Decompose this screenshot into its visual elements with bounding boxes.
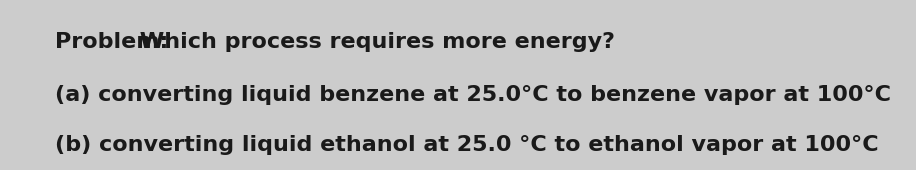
Text: (b) converting liquid ethanol at 25.0 °C to ethanol vapor at 100°C: (b) converting liquid ethanol at 25.0 °C…	[55, 135, 878, 155]
Text: (a) converting liquid benzene at 25.0°C to benzene vapor at 100°C: (a) converting liquid benzene at 25.0°C …	[55, 85, 891, 105]
Text: Problem:: Problem:	[55, 32, 169, 52]
Text: Which process requires more energy?: Which process requires more energy?	[132, 32, 615, 52]
